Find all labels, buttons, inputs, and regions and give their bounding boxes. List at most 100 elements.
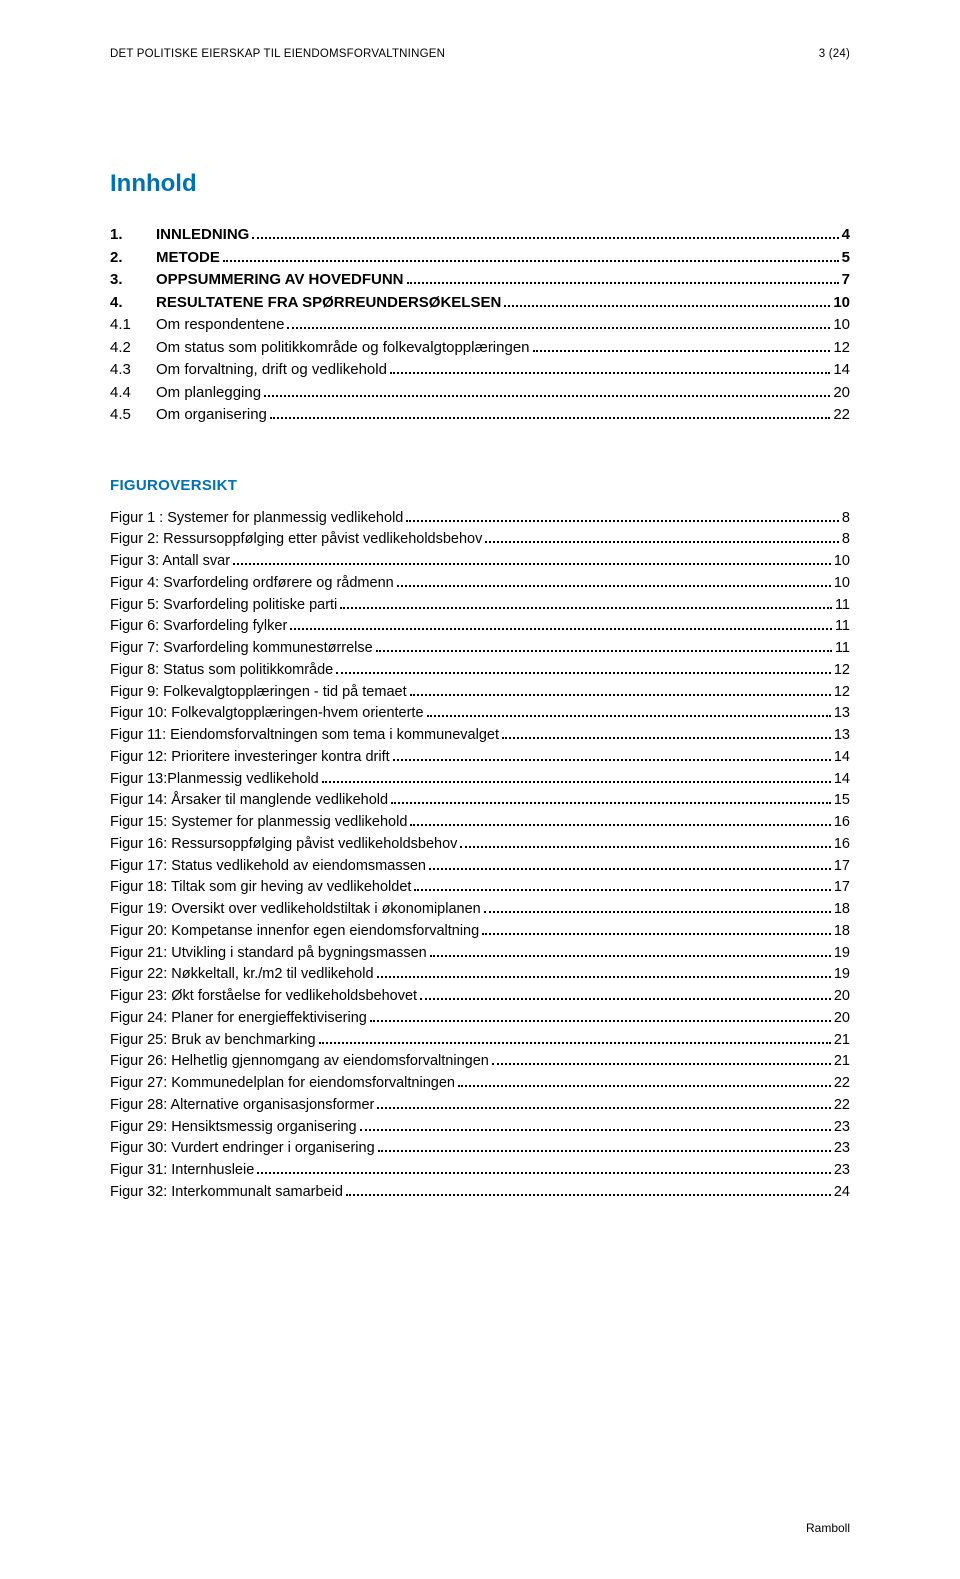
- toc-label: Om forvaltning, drift og vedlikehold: [156, 359, 387, 382]
- figure-page: 23: [834, 1117, 850, 1139]
- figure-leader-dots: [492, 1053, 831, 1065]
- figure-label: Figur 20: Kompetanse innenfor egen eiend…: [110, 921, 479, 943]
- figure-page: 17: [834, 856, 850, 878]
- toc-row: 1.INNLEDNING4: [110, 224, 850, 247]
- figure-page: 14: [834, 769, 850, 791]
- figure-page: 12: [834, 660, 850, 682]
- figure-leader-dots: [340, 596, 832, 608]
- figure-leader-dots: [406, 509, 839, 521]
- toc-leader-dots: [264, 384, 830, 397]
- toc-page: 7: [842, 269, 850, 292]
- figure-leader-dots: [322, 770, 831, 782]
- toc-number: 4.2: [110, 337, 156, 360]
- figure-label: Figur 12: Prioritere investeringer kontr…: [110, 747, 390, 769]
- figure-label: Figur 2: Ressursoppfølging etter påvist …: [110, 529, 482, 551]
- toc-list: 1.INNLEDNING42.METODE53.OPPSUMMERING AV …: [110, 224, 850, 427]
- figure-leader-dots: [377, 966, 831, 978]
- figure-label: Figur 24: Planer for energieffektiviseri…: [110, 1008, 367, 1030]
- toc-row: 4.3Om forvaltning, drift og vedlikehold1…: [110, 359, 850, 382]
- figure-row: Figur 25: Bruk av benchmarking21: [110, 1030, 850, 1052]
- figure-row: Figur 13:Planmessig vedlikehold 14: [110, 769, 850, 791]
- figure-label: Figur 25: Bruk av benchmarking: [110, 1030, 316, 1052]
- figure-page: 10: [834, 573, 850, 595]
- figure-page: 16: [834, 812, 850, 834]
- figure-leader-dots: [346, 1184, 831, 1196]
- toc-label: INNLEDNING: [156, 224, 249, 247]
- figure-label: Figur 9: Folkevalgtopplæringen - tid på …: [110, 682, 407, 704]
- figuroversikt-title: FIGUROVERSIKT: [110, 477, 850, 494]
- toc-number: 4.5: [110, 404, 156, 427]
- figure-label: Figur 13:Planmessig vedlikehold: [110, 769, 319, 791]
- figure-label: Figur 22: Nøkkeltall, kr./m2 til vedlike…: [110, 964, 374, 986]
- figure-leader-dots: [376, 640, 832, 652]
- figure-row: Figur 21: Utvikling i standard på bygnin…: [110, 943, 850, 965]
- page: DET POLITISKE EIERSKAP TIL EIENDOMSFORVA…: [0, 0, 960, 1579]
- figure-row: Figur 14: Årsaker til manglende vedlikeh…: [110, 790, 850, 812]
- figure-row: Figur 9: Folkevalgtopplæringen - tid på …: [110, 682, 850, 704]
- figure-label: Figur 21: Utvikling i standard på bygnin…: [110, 943, 427, 965]
- figure-page: 17: [834, 877, 850, 899]
- figure-page: 22: [834, 1095, 850, 1117]
- figure-row: Figur 19: Oversikt over vedlikeholdstilt…: [110, 899, 850, 921]
- figure-label: Figur 7: Svarfordeling kommunestørrelse: [110, 638, 373, 660]
- toc-row: 3.OPPSUMMERING AV HOVEDFUNN 7: [110, 269, 850, 292]
- toc-page: 10: [833, 314, 850, 337]
- figure-label: Figur 5: Svarfordeling politiske parti: [110, 595, 337, 617]
- figure-leader-dots: [427, 705, 831, 717]
- figure-label: Figur 32: Interkommunalt samarbeid: [110, 1182, 343, 1204]
- figure-label: Figur 18: Tiltak som gir heving av vedli…: [110, 877, 411, 899]
- figure-page: 13: [834, 703, 850, 725]
- toc-label: Om respondentene: [156, 314, 284, 337]
- figure-page: 10: [834, 551, 850, 573]
- toc-label: OPPSUMMERING AV HOVEDFUNN: [156, 269, 404, 292]
- figure-leader-dots: [391, 792, 831, 804]
- figure-page: 21: [834, 1051, 850, 1073]
- header-right: 3 (24): [819, 48, 850, 60]
- figure-row: Figur 22: Nøkkeltall, kr./m2 til vedlike…: [110, 964, 850, 986]
- figure-leader-dots: [485, 531, 839, 543]
- figure-leader-dots: [393, 749, 831, 761]
- figure-label: Figur 15: Systemer for planmessig vedlik…: [110, 812, 407, 834]
- figure-leader-dots: [410, 814, 830, 826]
- toc-page: 12: [833, 337, 850, 360]
- toc-page: 10: [833, 292, 850, 315]
- figure-row: Figur 2: Ressursoppfølging etter påvist …: [110, 529, 850, 551]
- figure-row: Figur 5: Svarfordeling politiske parti11: [110, 595, 850, 617]
- figure-row: Figur 18: Tiltak som gir heving av vedli…: [110, 877, 850, 899]
- toc-leader-dots: [504, 294, 830, 307]
- figure-row: Figur 6: Svarfordeling fylker11: [110, 616, 850, 638]
- figure-label: Figur 6: Svarfordeling fylker: [110, 616, 287, 638]
- toc-row: 4.2Om status som politikkområde og folke…: [110, 337, 850, 360]
- figure-row: Figur 10: Folkevalgtopplæringen-hvem ori…: [110, 703, 850, 725]
- toc-number: 1.: [110, 224, 156, 247]
- figure-page: 14: [834, 747, 850, 769]
- figure-row: Figur 29: Hensiktsmessig organisering23: [110, 1117, 850, 1139]
- figure-page: 13: [834, 725, 850, 747]
- toc-leader-dots: [533, 339, 831, 352]
- figure-leader-dots: [257, 1162, 831, 1174]
- figure-row: Figur 15: Systemer for planmessig vedlik…: [110, 812, 850, 834]
- figure-list: Figur 1 : Systemer for planmessig vedlik…: [110, 508, 850, 1204]
- figure-leader-dots: [458, 1075, 831, 1087]
- figure-label: Figur 3: Antall svar: [110, 551, 230, 573]
- toc-number: 2.: [110, 247, 156, 270]
- figure-leader-dots: [233, 553, 831, 565]
- toc-label: Om planlegging: [156, 382, 261, 405]
- figure-leader-dots: [360, 1118, 831, 1130]
- figure-leader-dots: [290, 618, 832, 630]
- toc-number: 3.: [110, 269, 156, 292]
- figure-row: Figur 26: Helhetlig gjennomgang av eiend…: [110, 1051, 850, 1073]
- toc-page: 14: [833, 359, 850, 382]
- figure-row: Figur 12: Prioritere investeringer kontr…: [110, 747, 850, 769]
- figure-label: Figur 23: Økt forståelse for vedlikehold…: [110, 986, 417, 1008]
- figure-leader-dots: [482, 923, 831, 935]
- figure-page: 20: [834, 986, 850, 1008]
- figure-leader-dots: [410, 683, 831, 695]
- toc-label: RESULTATENE FRA SPØRREUNDERSØKELSEN: [156, 292, 501, 315]
- figure-page: 16: [834, 834, 850, 856]
- figure-label: Figur 10: Folkevalgtopplæringen-hvem ori…: [110, 703, 424, 725]
- figure-row: Figur 30: Vurdert endringer i organiseri…: [110, 1138, 850, 1160]
- figure-label: Figur 31: Internhusleie: [110, 1160, 254, 1182]
- figure-label: Figur 30: Vurdert endringer i organiseri…: [110, 1138, 375, 1160]
- figure-row: Figur 7: Svarfordeling kommunestørrelse1…: [110, 638, 850, 660]
